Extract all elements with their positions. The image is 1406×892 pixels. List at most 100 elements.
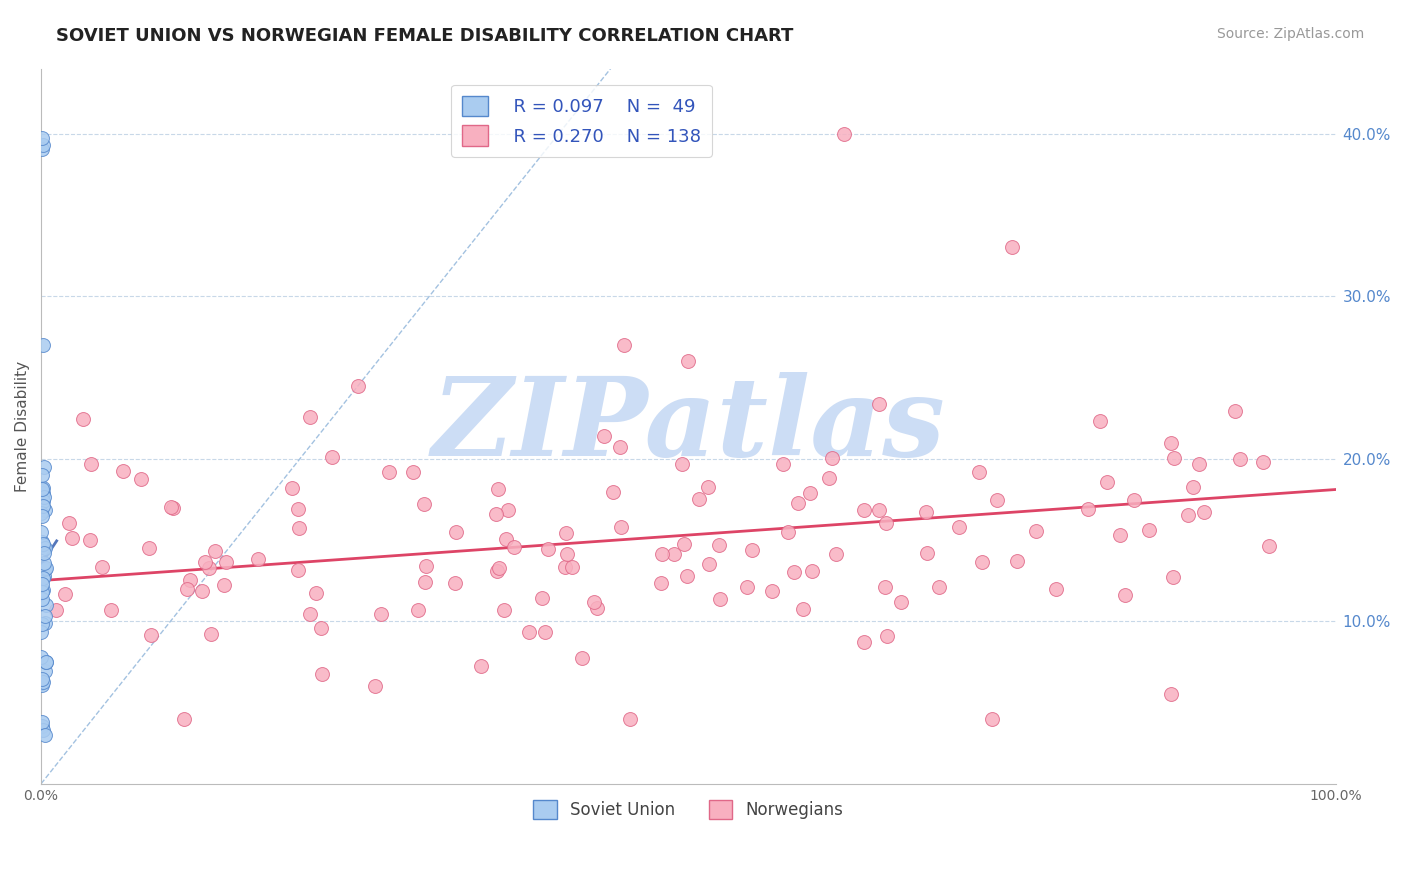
Point (697, 480, 720, 494)
Point (1229, 452, 1251, 467)
Point (1160, 436, 1182, 450)
Point (537, 541, 560, 556)
Point (875, 580, 897, 594)
Point (486, 565, 509, 579)
Point (948, 520, 970, 534)
Point (1090, 414, 1112, 428)
Point (32, 499, 55, 513)
Point (31, 617, 53, 632)
Point (495, 533, 517, 547)
Point (1114, 588, 1136, 602)
Point (200, 627, 222, 641)
Point (30, 624, 52, 639)
Point (561, 560, 583, 574)
Point (31, 714, 53, 729)
Point (32, 675, 55, 690)
Point (32, 556, 55, 570)
Point (868, 503, 890, 517)
Point (30, 649, 52, 664)
Text: Source: ZipAtlas.com: Source: ZipAtlas.com (1216, 27, 1364, 41)
Point (31, 583, 53, 598)
Point (554, 560, 576, 574)
Point (31, 719, 53, 733)
Point (173, 712, 195, 726)
Point (832, 127, 855, 141)
Point (412, 497, 434, 511)
Point (555, 547, 578, 561)
Point (31, 592, 53, 607)
Point (1253, 454, 1275, 468)
Point (321, 450, 343, 465)
Point (138, 541, 160, 556)
Point (852, 634, 875, 648)
Point (31, 494, 53, 508)
Text: ZIPatlas: ZIPatlas (432, 372, 945, 480)
Point (288, 521, 311, 535)
Point (31, 585, 53, 599)
Legend: Soviet Union, Norwegians: Soviet Union, Norwegians (527, 793, 849, 825)
Point (53, 587, 76, 601)
Point (688, 491, 710, 506)
Point (34, 728, 56, 742)
Point (502, 540, 524, 554)
Point (928, 580, 950, 594)
Point (31, 672, 53, 686)
Point (402, 465, 425, 479)
Point (34, 608, 56, 623)
Point (246, 552, 269, 566)
Point (35, 598, 58, 612)
Point (32, 537, 55, 551)
Point (72, 411, 94, 425)
Point (1025, 524, 1047, 539)
Point (1077, 502, 1099, 516)
Point (792, 602, 814, 616)
Point (969, 465, 991, 479)
Point (1007, 554, 1029, 568)
Point (31, 678, 53, 692)
Point (160, 500, 183, 514)
Point (488, 561, 510, 575)
Point (299, 607, 322, 622)
Point (485, 507, 508, 521)
Point (533, 624, 555, 639)
Point (593, 429, 616, 443)
Point (198, 561, 221, 575)
Point (735, 580, 758, 594)
Point (676, 568, 699, 582)
Point (1097, 475, 1119, 489)
Point (100, 603, 122, 617)
Point (305, 585, 328, 599)
Point (1258, 539, 1281, 553)
Point (415, 559, 437, 574)
Point (801, 565, 824, 579)
Point (972, 555, 994, 569)
Point (613, 338, 636, 352)
Point (34, 562, 56, 576)
Point (1188, 457, 1211, 471)
Point (287, 502, 309, 516)
Point (378, 465, 401, 479)
Point (30, 675, 52, 690)
Point (1192, 505, 1215, 519)
Point (571, 651, 593, 665)
Point (917, 546, 939, 560)
Point (31, 485, 53, 500)
Point (707, 538, 730, 552)
Point (215, 555, 238, 569)
Point (1182, 480, 1205, 494)
Point (444, 575, 467, 590)
Point (853, 502, 876, 516)
Point (406, 603, 429, 617)
Point (204, 544, 226, 558)
Point (32, 490, 55, 504)
Point (32, 569, 55, 583)
Point (741, 543, 763, 558)
Point (311, 621, 333, 635)
Y-axis label: Female Disability: Female Disability (15, 360, 30, 491)
Point (876, 629, 898, 643)
Point (45, 603, 67, 617)
Point (494, 603, 516, 617)
Point (31, 138, 53, 153)
Point (58, 516, 80, 530)
Point (31, 468, 53, 483)
